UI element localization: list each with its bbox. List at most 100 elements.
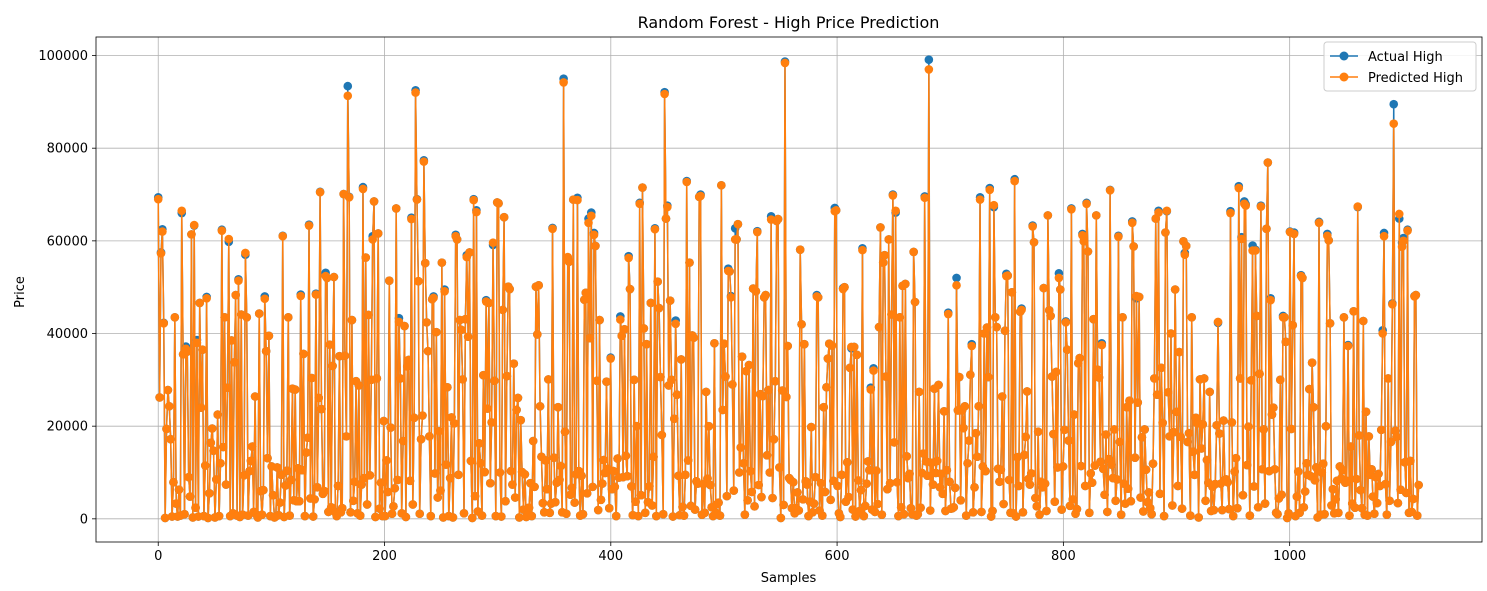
data-point <box>409 413 419 423</box>
data-point <box>282 466 292 475</box>
data-point <box>166 434 175 444</box>
data-point <box>869 366 878 375</box>
data-point <box>300 511 310 521</box>
data-point <box>1300 487 1310 496</box>
data-point <box>160 513 170 523</box>
data-point <box>1147 509 1156 519</box>
data-point <box>218 442 228 452</box>
data-point <box>1176 432 1185 442</box>
data-point <box>685 258 694 267</box>
data-point <box>436 486 445 495</box>
data-point <box>735 468 744 477</box>
data-point <box>1011 512 1021 521</box>
data-point <box>209 446 218 456</box>
data-point <box>156 249 166 258</box>
data-point <box>206 438 216 448</box>
data-point <box>818 511 827 520</box>
data-point <box>849 342 859 352</box>
data-point <box>599 455 609 465</box>
data-point <box>301 448 311 457</box>
data-point <box>858 245 867 255</box>
data-point <box>704 421 714 431</box>
data-point <box>1139 507 1148 516</box>
data-point <box>627 482 636 491</box>
data-point <box>802 480 812 489</box>
legend-entry-actual: Actual High <box>1330 50 1443 65</box>
data-point <box>650 224 660 234</box>
data-point <box>1389 99 1399 109</box>
data-point <box>534 281 543 290</box>
data-point <box>510 493 520 502</box>
data-point <box>682 177 692 187</box>
data-point <box>910 297 920 307</box>
data-point <box>646 298 656 308</box>
data-point <box>714 498 723 507</box>
data-point <box>788 477 798 487</box>
data-point <box>346 508 355 517</box>
data-point <box>865 465 874 475</box>
data-point <box>286 475 296 485</box>
data-point <box>672 390 682 399</box>
data-point <box>1116 510 1126 519</box>
data-point <box>1004 475 1014 485</box>
data-point <box>419 157 429 166</box>
data-point <box>350 477 359 487</box>
data-point <box>884 235 894 244</box>
data-point <box>1235 374 1245 383</box>
data-point <box>223 383 232 393</box>
data-point <box>1374 469 1383 479</box>
data-point <box>624 253 633 263</box>
data-point <box>671 319 680 329</box>
data-point <box>1123 484 1133 494</box>
data-point <box>564 257 574 267</box>
data-point <box>328 361 337 371</box>
data-point <box>155 393 164 402</box>
data-point <box>1209 505 1219 515</box>
data-point <box>506 466 516 476</box>
data-point <box>528 436 538 446</box>
data-point <box>520 470 530 479</box>
data-point <box>1184 428 1194 438</box>
legend-entry-predicted: Predicted High <box>1330 71 1463 86</box>
data-point <box>961 511 971 520</box>
data-point <box>450 419 459 428</box>
data-point <box>1256 202 1266 211</box>
data-point <box>1299 502 1309 512</box>
data-point <box>203 513 213 523</box>
data-point <box>1266 295 1275 305</box>
data-point <box>1155 489 1165 499</box>
data-point <box>1130 453 1140 462</box>
data-point <box>952 273 961 283</box>
data-point <box>272 463 282 472</box>
data-point <box>676 355 686 364</box>
data-point <box>254 309 264 318</box>
data-point <box>1028 222 1037 231</box>
data-point <box>990 313 1000 322</box>
data-point <box>1338 465 1347 475</box>
data-point <box>593 505 603 515</box>
data-point <box>757 492 766 502</box>
data-point <box>393 475 402 485</box>
data-point <box>819 402 829 412</box>
data-point <box>782 392 791 402</box>
data-point <box>476 458 485 468</box>
data-point <box>357 480 366 489</box>
data-point <box>923 471 932 481</box>
data-point <box>729 486 739 495</box>
data-point <box>1245 511 1255 520</box>
data-point <box>553 402 563 412</box>
data-point <box>909 247 918 257</box>
data-point <box>780 58 790 68</box>
data-point <box>1302 458 1311 468</box>
data-point <box>638 183 647 192</box>
data-point <box>373 229 383 238</box>
data-point <box>950 483 960 493</box>
data-point <box>169 477 178 487</box>
data-point <box>758 391 768 401</box>
data-point <box>1280 313 1289 322</box>
data-point <box>1307 358 1317 368</box>
data-point <box>1386 437 1396 447</box>
data-point <box>1197 444 1206 453</box>
data-point <box>775 463 784 472</box>
data-point <box>842 458 852 467</box>
